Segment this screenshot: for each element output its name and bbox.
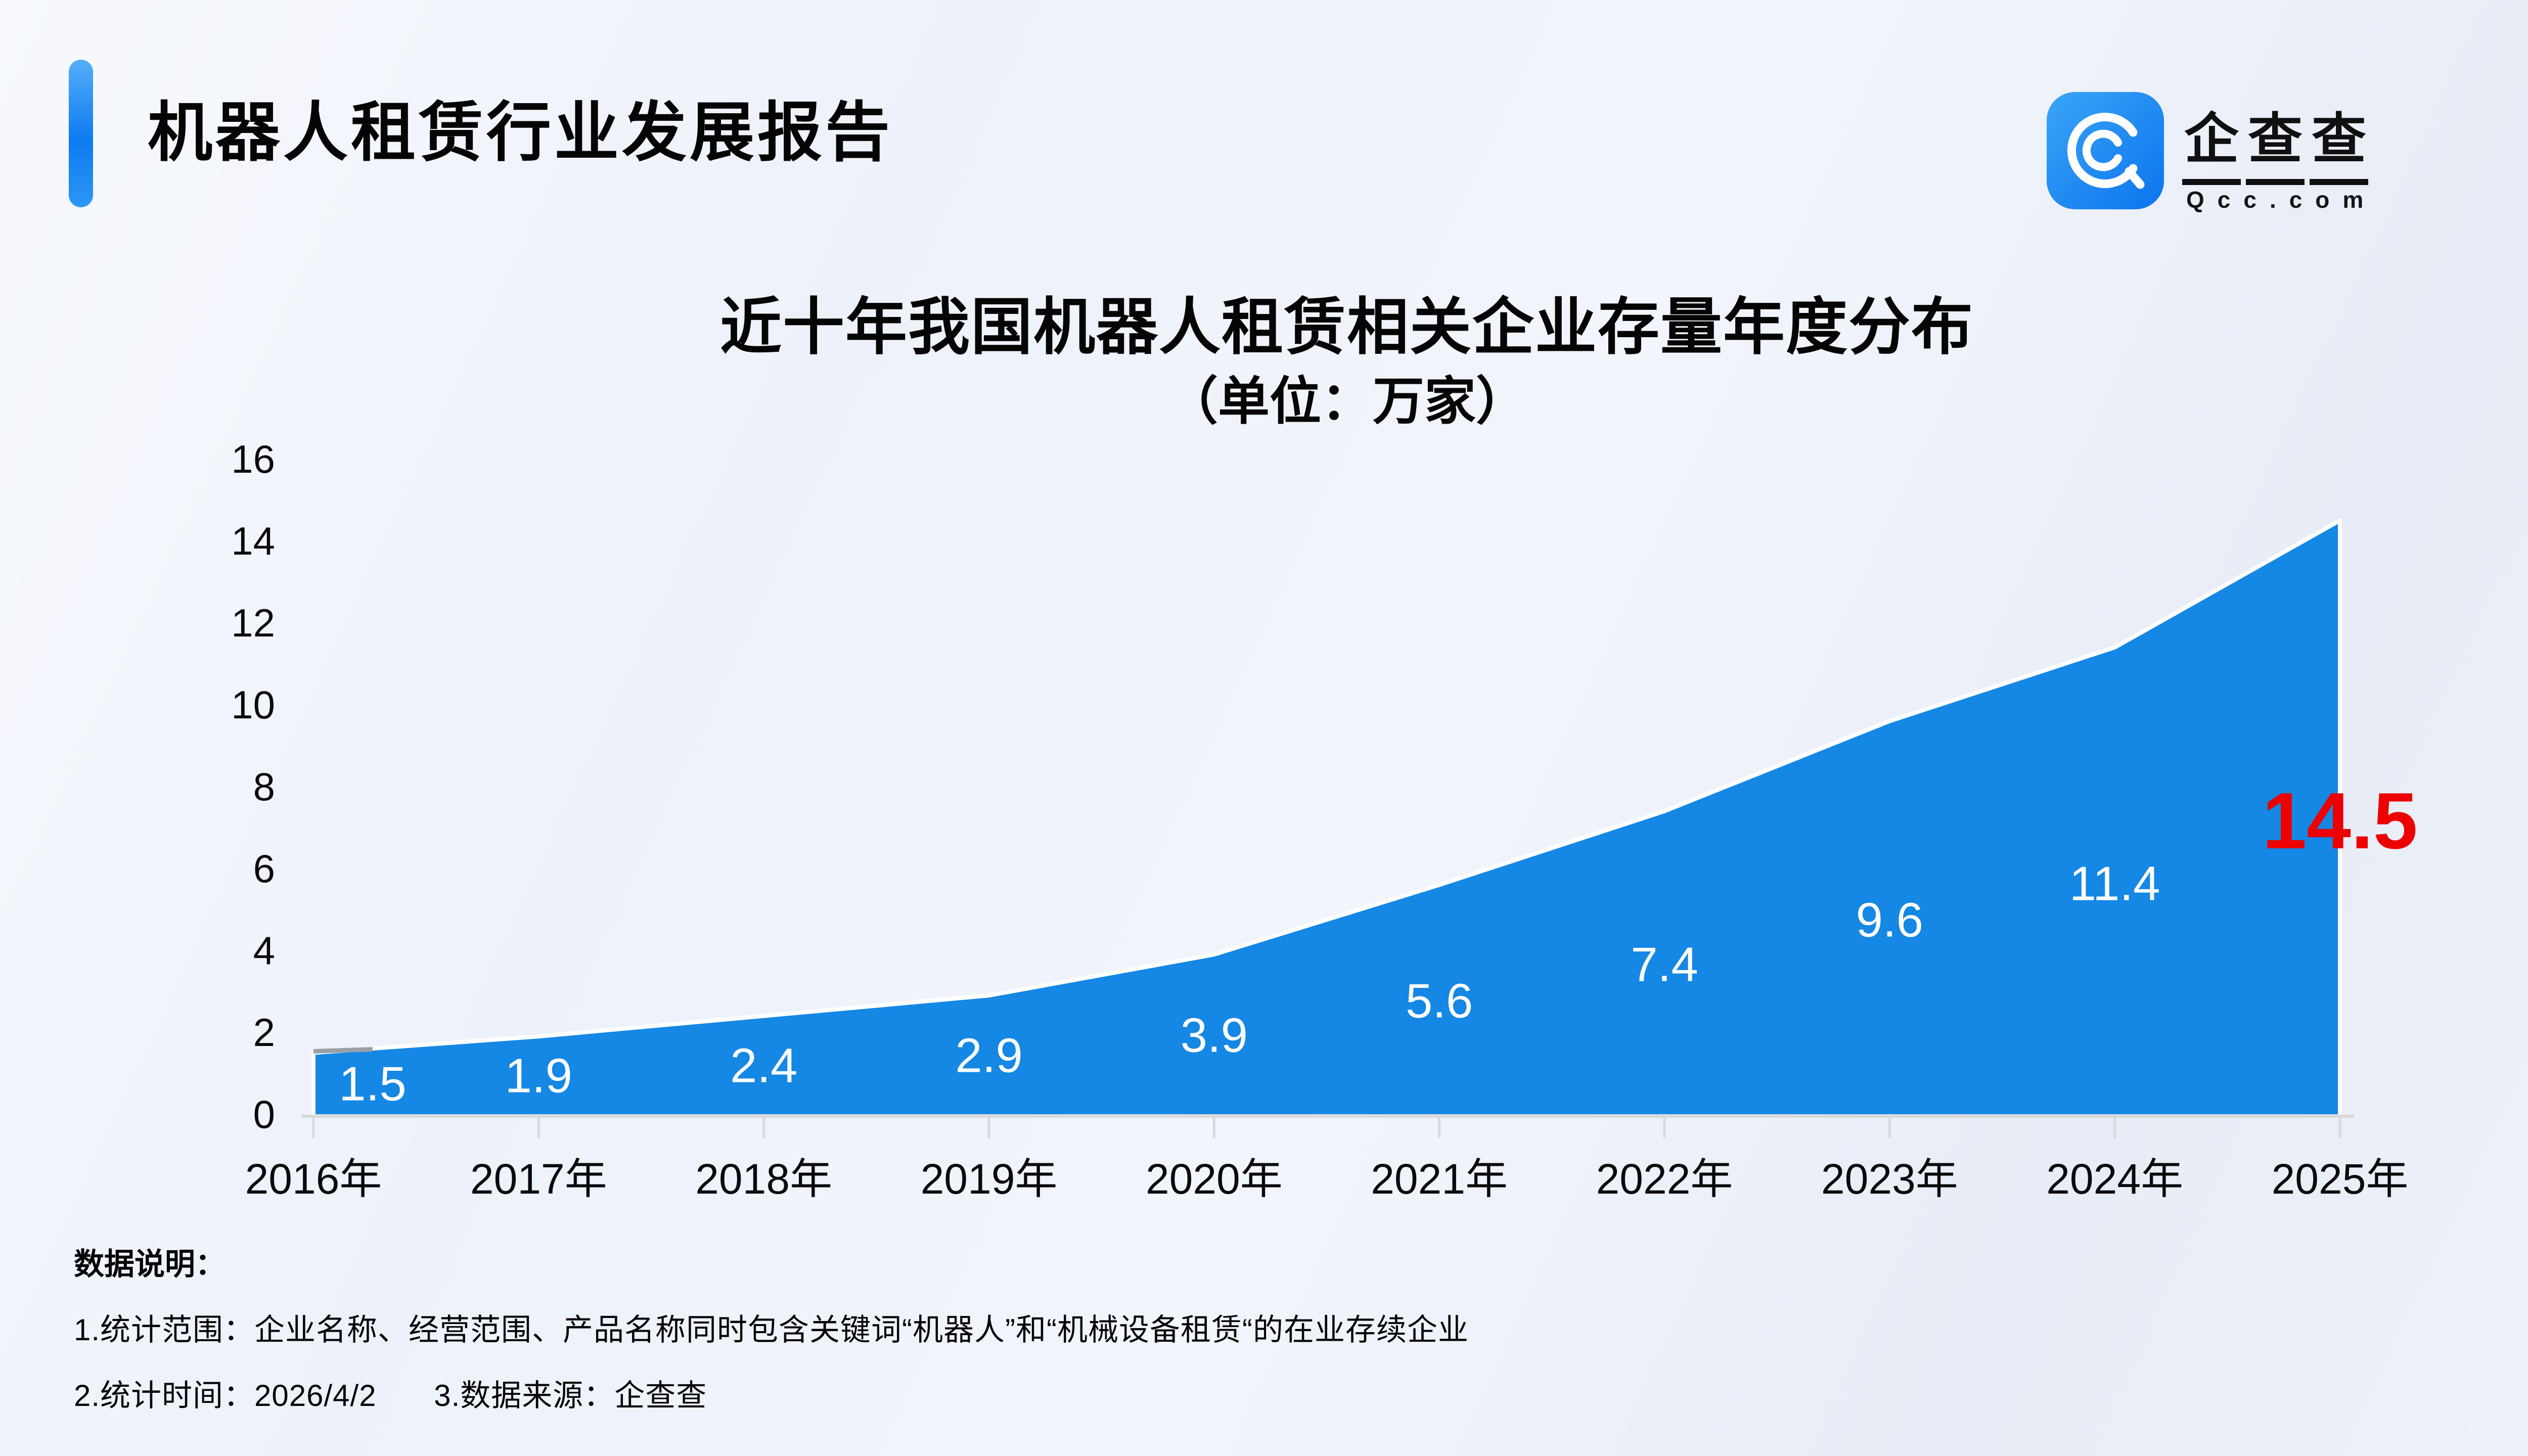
x-axis-label: 2022年 <box>1596 1155 1733 1203</box>
qcc-logo: 企查查 Qcc.com <box>2047 91 2431 222</box>
x-axis-label: 2025年 <box>2272 1155 2409 1203</box>
x-axis-label: 2017年 <box>470 1155 607 1203</box>
y-axis-label: 4 <box>253 928 275 973</box>
x-axis-label: 2021年 <box>1371 1155 1508 1203</box>
value-label: 1.9 <box>505 1049 572 1103</box>
y-axis-label: 8 <box>253 764 275 809</box>
x-axis-label: 2023年 <box>1821 1155 1958 1203</box>
area-series <box>313 520 2340 1114</box>
y-axis-label: 2 <box>253 1010 275 1055</box>
qcc-logo-char: 查 <box>2310 95 2369 185</box>
value-label-highlight: 14.5 <box>2262 777 2418 866</box>
x-axis-label: 2016年 <box>245 1155 382 1203</box>
value-label: 1.5 <box>339 1057 406 1111</box>
y-axis-label: 0 <box>253 1092 275 1136</box>
y-axis-label: 16 <box>231 437 275 481</box>
value-label: 9.6 <box>1856 893 1923 947</box>
y-axis-label: 10 <box>231 682 275 727</box>
value-label: 7.4 <box>1631 938 1698 992</box>
footer-note-time: 2.统计时间：2026/4/2 <box>74 1379 377 1413</box>
value-label: 2.4 <box>730 1039 797 1093</box>
x-axis-label: 2024年 <box>2046 1155 2183 1203</box>
footer-note-scope: 1.统计范围：企业名称、经营范围、产品名称同时包含关键词“机器人”和“机械设备租… <box>74 1313 1469 1347</box>
qcc-logo-name: 企查查 <box>2182 95 2373 185</box>
y-axis-label: 14 <box>231 519 275 563</box>
y-axis-label: 12 <box>231 601 275 645</box>
qcc-logo-icon <box>2047 92 2164 209</box>
chart-subtitle: （单位：万家） <box>1166 373 1527 430</box>
y-axis-label: 6 <box>253 846 275 891</box>
value-label: 5.6 <box>1406 974 1473 1028</box>
footer-heading: 数据说明： <box>74 1247 225 1281</box>
x-axis-label: 2020年 <box>1146 1155 1283 1203</box>
area-top-stroke <box>313 519 2341 1055</box>
chart-title: 近十年我国机器人租赁相关企业存量年度分布 <box>720 293 1974 361</box>
value-label: 3.9 <box>1181 1009 1248 1063</box>
title-accent-bar <box>69 60 93 207</box>
footer-note-source: 3.数据来源：企查查 <box>434 1379 707 1413</box>
page-title: 机器人租赁行业发展报告 <box>148 97 893 169</box>
qcc-logo-char: 企 <box>2182 95 2241 185</box>
qcc-logo-char: 查 <box>2246 95 2305 185</box>
value-label: 2.9 <box>955 1029 1022 1083</box>
x-axis-label: 2019年 <box>921 1155 1058 1203</box>
x-axis-label: 2018年 <box>695 1155 832 1203</box>
value-label: 11.4 <box>2069 857 2160 911</box>
footer-note-meta: 2.统计时间：2026/4/2 3.数据来源：企查查 <box>74 1371 707 1415</box>
series-start-dash <box>313 1047 373 1054</box>
qcc-logo-domain: Qcc.com <box>2186 187 2377 213</box>
